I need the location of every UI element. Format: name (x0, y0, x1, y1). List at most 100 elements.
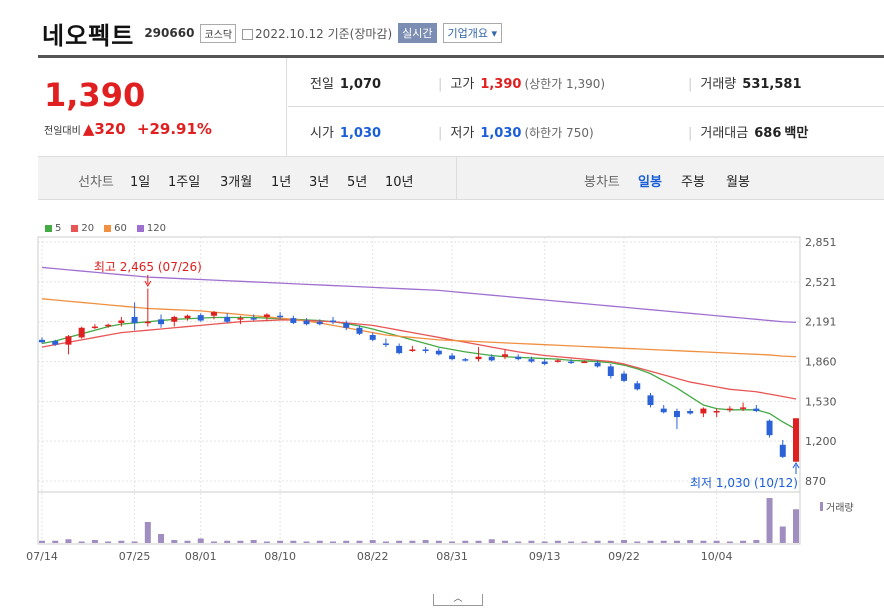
line-chart-label: 선차트 (78, 175, 114, 190)
tab-weekly[interactable]: 주봉 (681, 175, 705, 190)
candle-body (65, 336, 72, 345)
legend-swatch (71, 224, 79, 232)
y-tick-label: 1,530 (805, 395, 837, 408)
low-label: 저가 (450, 126, 475, 141)
company-overview-label: 기업개요 (447, 27, 488, 40)
legend-label: 20 (81, 223, 95, 234)
trade-amount: | 거래대금 686 백만 (688, 126, 809, 141)
legend-swatch (45, 224, 52, 232)
volume-bar (343, 540, 350, 543)
volume-bar (673, 540, 680, 543)
volume-bar (475, 540, 482, 543)
tab-5y[interactable]: 5년 (347, 175, 368, 190)
volume-bar (382, 541, 389, 543)
legend-label: 5 (55, 223, 62, 234)
volume-bar (210, 541, 217, 543)
volume-bar (330, 541, 337, 543)
up-triangle-icon: ▲ (82, 120, 95, 138)
volume-bar (634, 541, 641, 543)
chart-tabs: 선차트 1일 1주일 3개월 1년 3년 5년 10년 봉차트 일봉 주봉 월봉 (38, 156, 884, 200)
ma-line-60 (41, 298, 797, 358)
candle-body (581, 361, 588, 364)
candle-body (144, 321, 151, 324)
high-value: 1,390 (480, 76, 522, 92)
volume-bar (65, 539, 72, 543)
volume-bar (303, 541, 310, 543)
candle-body (303, 320, 310, 325)
candle-body (607, 366, 614, 377)
volume-bar (687, 540, 694, 543)
volume-bar (263, 541, 270, 543)
volume-bar (409, 540, 416, 543)
candle-body (726, 408, 733, 411)
change-percent: +29.91% (136, 120, 212, 138)
candle-body (660, 408, 667, 413)
tab-3y[interactable]: 3년 (309, 175, 330, 190)
amount-label: 거래대금 (700, 126, 749, 141)
x-tick-label: 08/01 (185, 550, 217, 563)
tab-divider (456, 157, 457, 199)
tab-monthly[interactable]: 월봉 (726, 175, 750, 190)
change-label: 전일대비 (44, 126, 81, 137)
candle-body (171, 316, 178, 322)
volume-bar (462, 540, 469, 543)
volume-bar (766, 498, 773, 543)
volume-bar (594, 540, 601, 543)
legend-swatch (136, 224, 144, 232)
y-tick-label: 2,521 (805, 276, 837, 289)
volume-bar (422, 540, 429, 543)
x-tick-label: 07/25 (119, 550, 151, 563)
tab-10y[interactable]: 10년 (385, 175, 414, 190)
volume-bar (250, 540, 257, 543)
volume: | 거래량 531,581 (688, 76, 802, 92)
x-tick-label: 07/14 (26, 550, 58, 563)
candle-body (396, 345, 403, 354)
current-price: 1,390 (44, 76, 146, 114)
high-label: 고가 (450, 76, 475, 92)
tab-1w[interactable]: 1주일 (168, 175, 201, 190)
candle-body (210, 312, 217, 316)
candle-body (449, 355, 456, 360)
volume-bar (554, 540, 561, 543)
volume-bar (740, 540, 747, 543)
volume-bar (39, 540, 45, 543)
legend-item: 20 (71, 223, 94, 234)
volume-bar (118, 540, 125, 543)
x-tick-label: 10/04 (701, 550, 733, 563)
expand-button[interactable]: ︿ (433, 594, 483, 606)
tab-1y[interactable]: 1년 (271, 175, 292, 190)
x-tick-label: 08/22 (357, 550, 389, 563)
volume-bar (488, 539, 495, 543)
candle-body (250, 318, 257, 320)
candle-body (475, 356, 482, 360)
candle-body (356, 327, 363, 334)
volume-bar (224, 540, 231, 543)
candle-body (515, 356, 522, 360)
tab-3m[interactable]: 3개월 (220, 175, 253, 190)
ma-line-20 (41, 319, 797, 400)
x-tick-label: 08/10 (264, 550, 296, 563)
tab-daily[interactable]: 일봉 (638, 175, 662, 190)
header-divider (38, 55, 884, 58)
candle-body (316, 321, 323, 325)
market-badge: 코스닥 (200, 23, 237, 43)
volume-label: 거래량 (700, 76, 737, 92)
candle-body (541, 361, 548, 364)
prev-label: 전일 (310, 76, 334, 92)
candle-body (237, 318, 244, 320)
stats-table: 전일 1,070 | 고가 1,390 (상한가 1,390) | 거래량 531,581 … (288, 58, 884, 156)
volume-bar (528, 540, 535, 543)
volume-bar (779, 526, 786, 543)
volume-bar (541, 541, 548, 543)
company-overview-button[interactable]: 기업개요 ▾ (442, 23, 503, 43)
prev-value: 1,070 (339, 76, 382, 92)
tab-1d[interactable]: 1일 (130, 175, 151, 190)
realtime-button[interactable]: 실시간 (398, 23, 437, 43)
stats-row: 시가 1,030 | 저가 1,030 (하한가 750) | 거래대금 686 백만 (288, 107, 884, 156)
candle-body (700, 408, 707, 414)
upper-limit: (상한가 1,390) (524, 76, 606, 91)
volume-bar (647, 540, 654, 543)
open: 시가 1,030 (310, 122, 381, 141)
candle-body (263, 314, 270, 317)
candle-body (158, 319, 165, 325)
